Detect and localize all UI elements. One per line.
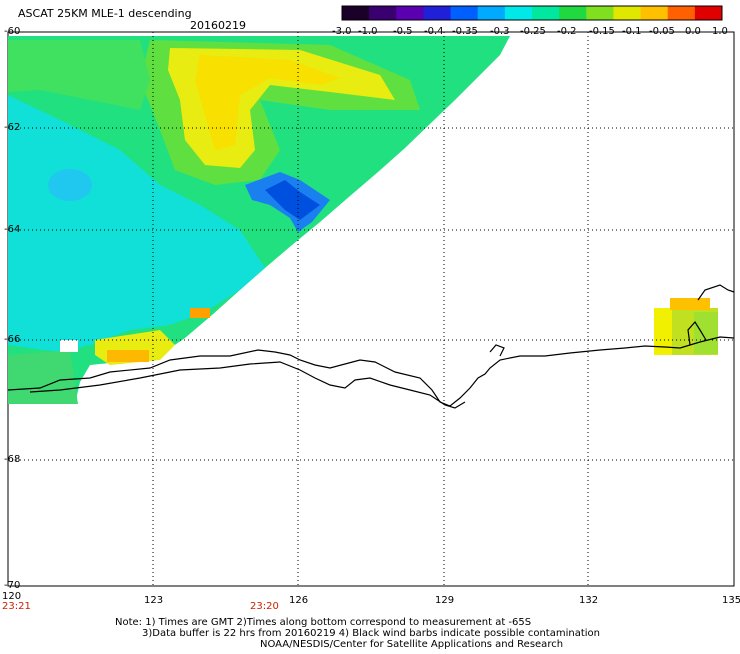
ice-shelf-outline bbox=[29, 361, 466, 409]
colorbar-segment bbox=[342, 6, 370, 20]
green-west bbox=[8, 40, 150, 110]
colorbar-segment bbox=[477, 6, 506, 20]
lightblue-spot bbox=[48, 169, 92, 201]
colorbar-tick: -1.0 bbox=[358, 26, 378, 37]
east-patch-yellow bbox=[654, 308, 672, 355]
lat-label: -70 bbox=[4, 580, 21, 591]
lon-label: 132 bbox=[579, 595, 599, 606]
east-patch-green bbox=[694, 312, 718, 354]
orange-spot-coast bbox=[107, 350, 149, 362]
colorbar-segment bbox=[532, 6, 560, 20]
product-date: 20160219 bbox=[190, 19, 246, 32]
cyan-region bbox=[8, 95, 265, 352]
colorbar-tick: -0.35 bbox=[452, 26, 478, 37]
colorbar-segment bbox=[369, 6, 397, 20]
colorbar-segment bbox=[586, 6, 614, 20]
coastline-main bbox=[7, 336, 735, 407]
colorbar-tick: -0.15 bbox=[589, 26, 615, 37]
lon-label: 126 bbox=[289, 595, 309, 606]
coast-east-bay bbox=[697, 284, 735, 301]
time-label: 23:21 bbox=[2, 601, 31, 612]
note-line-1: Note: 1) Times are GMT 2)Times along bot… bbox=[115, 617, 532, 628]
lon-label: 120 bbox=[2, 591, 22, 602]
green-southwest bbox=[8, 350, 78, 404]
lat-label: -62 bbox=[4, 122, 21, 133]
yellow-center bbox=[195, 55, 340, 150]
coastline bbox=[7, 284, 735, 409]
colorbar-segment bbox=[396, 6, 424, 20]
note-line-2: 3)Data buffer is 22 hrs from 20160219 4)… bbox=[142, 628, 600, 639]
lon-label: 123 bbox=[144, 595, 164, 606]
colorbar-segment bbox=[423, 6, 452, 20]
east-patch-orange bbox=[670, 298, 710, 310]
colorbar-tick: -0.1 bbox=[622, 26, 642, 37]
colorbar-segment bbox=[450, 6, 479, 20]
colorbar-segment bbox=[667, 6, 696, 20]
colorbar-segment bbox=[559, 6, 587, 20]
graticule bbox=[8, 32, 734, 586]
coast-east-inlet bbox=[687, 320, 707, 346]
colorbar-frame bbox=[341, 5, 723, 21]
orange-spot-edge bbox=[190, 308, 210, 318]
colorbar-segment bbox=[694, 6, 723, 20]
lon-label: 135 bbox=[722, 595, 740, 606]
colorbar-segment bbox=[504, 6, 533, 20]
colorbar-tick: -0.25 bbox=[520, 26, 546, 37]
colorbar-segment bbox=[613, 6, 642, 20]
colorbar-segment bbox=[640, 6, 669, 20]
lat-label: -68 bbox=[4, 454, 21, 465]
colorbar-tick: -0.05 bbox=[649, 26, 675, 37]
blue-core bbox=[265, 180, 320, 220]
note-line-3: NOAA/NESDIS/Center for Satellite Applica… bbox=[260, 639, 564, 650]
colorbar-tick: 1.0 bbox=[712, 26, 728, 37]
colorbar-tick: -0.4 bbox=[424, 26, 444, 37]
white-gap bbox=[60, 340, 78, 352]
colorbar-tick: -3.0 bbox=[332, 26, 352, 37]
lat-label: -66 bbox=[4, 334, 21, 345]
colorbar-tick: 0.0 bbox=[685, 26, 701, 37]
colorbar-tick: -0.5 bbox=[393, 26, 413, 37]
lat-label: -60 bbox=[4, 26, 21, 37]
colorbar-tick: -0.2 bbox=[557, 26, 577, 37]
lat-label: -64 bbox=[4, 224, 21, 235]
product-title: ASCAT 25KM MLE-1 descending bbox=[18, 7, 192, 20]
lon-label: 129 bbox=[435, 595, 455, 606]
colorbar-tick: -0.3 bbox=[490, 26, 510, 37]
colorbar bbox=[342, 6, 723, 20]
time-label: 23:20 bbox=[250, 601, 279, 612]
coast-mid-inlet bbox=[489, 344, 505, 357]
